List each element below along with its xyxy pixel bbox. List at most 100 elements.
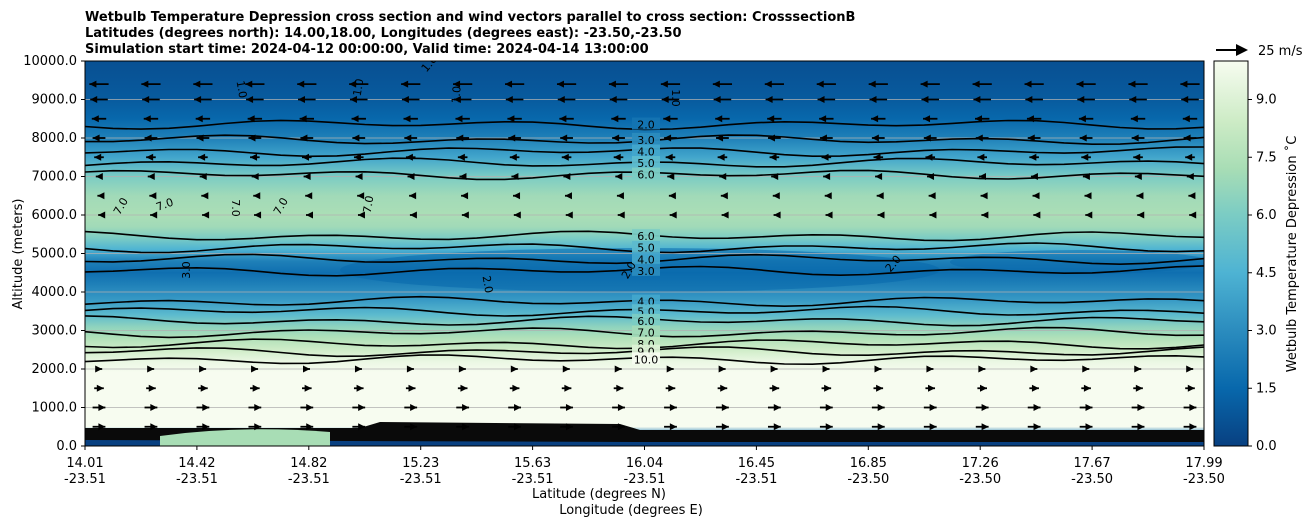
wind-vector-head — [201, 192, 209, 200]
wind-vector-head — [712, 80, 720, 88]
wind-vector-head — [772, 384, 780, 392]
wind-vector-head — [299, 115, 307, 123]
chart-title-line-2: Latitudes (degrees north): 14.00,18.00, … — [85, 26, 682, 41]
wind-vector-head — [874, 365, 882, 373]
wind-vector-head — [720, 384, 728, 392]
x-tick-label-lon: -23.51 — [735, 472, 777, 487]
contour-label: 3.0 — [637, 134, 655, 147]
x-tick-label-lat: 15.63 — [514, 456, 551, 471]
wind-vector-head — [1189, 423, 1197, 431]
wind-vector-head — [202, 423, 210, 431]
wind-vector-head — [92, 134, 100, 142]
wind-vector-head — [410, 404, 418, 411]
wind-vector-head — [765, 96, 773, 103]
x-tick-label-lat: 17.26 — [962, 456, 999, 471]
wind-vector-head — [461, 211, 469, 219]
wind-vector-head — [819, 134, 827, 142]
wind-vector-head — [981, 404, 989, 411]
wind-vector-head — [716, 134, 724, 142]
wind-vector-head — [245, 80, 253, 88]
wind-vector-head — [409, 192, 417, 200]
wind-vector-head — [196, 134, 204, 142]
wind-vector-head — [1129, 96, 1137, 103]
chart-title-line-3: Simulation start time: 2024-04-12 00:00:… — [85, 42, 649, 57]
x-axis-label-longitude: Longitude (degrees E) — [559, 503, 703, 518]
wind-vector-head — [354, 365, 362, 373]
wind-vector-head — [877, 423, 885, 431]
wind-vector-head — [669, 404, 677, 411]
contour-label: 4.0 — [637, 253, 655, 266]
contour-inline-label: 7.0 — [361, 195, 377, 214]
wind-vector-head — [928, 192, 936, 200]
wind-vector-head — [147, 365, 155, 373]
wind-vector-head — [608, 80, 616, 88]
wind-vector-head — [825, 211, 833, 219]
wind-vector-head — [349, 80, 357, 88]
wind-vector-head — [1186, 173, 1194, 180]
wind-vector-head — [146, 153, 154, 161]
x-tick-label-lat: 16.45 — [738, 456, 775, 471]
wind-vector-head — [1025, 96, 1033, 103]
wind-vector-head — [94, 153, 102, 161]
wind-vector-head — [1128, 80, 1136, 88]
wind-vector-head — [615, 173, 623, 180]
wind-vector-head — [1189, 211, 1197, 219]
wind-vector-head — [717, 153, 725, 161]
wind-vector-head — [304, 384, 312, 392]
quiver-key: 25 m/s — [1216, 44, 1303, 59]
wind-vector-head — [1137, 211, 1145, 219]
colorbar-tick-label: 3.0 — [1256, 324, 1277, 339]
wind-vector-head — [98, 211, 106, 219]
wind-vector-head — [357, 192, 365, 200]
wind-vector-head — [772, 192, 780, 200]
wind-vector-head — [871, 115, 879, 123]
wind-vector-head — [1027, 134, 1035, 142]
wind-vector-head — [561, 153, 569, 161]
contour-inline-label: 1.0 — [449, 85, 463, 104]
contour-label-bg — [632, 117, 660, 130]
wind-vector-head — [773, 211, 781, 219]
wind-vector-head — [1135, 384, 1143, 392]
wind-vector-head — [356, 384, 364, 392]
wind-vector-head — [771, 173, 779, 180]
wind-vector-head — [409, 211, 417, 219]
wind-vector-head — [977, 153, 985, 161]
x-tick-label-lat: 17.99 — [1185, 456, 1222, 471]
wind-vector-head — [1033, 404, 1041, 411]
wind-vector-head — [251, 365, 259, 373]
wind-vector-head — [1133, 153, 1141, 161]
wind-vector-head — [147, 173, 155, 180]
wind-vector-head — [405, 153, 413, 161]
wind-vector-head — [410, 423, 418, 431]
wind-vector-head — [1085, 211, 1093, 219]
contour-label-bg — [632, 325, 660, 338]
wind-vector-head — [462, 404, 470, 411]
wind-vector-head — [1186, 365, 1194, 373]
wind-vector-head — [460, 384, 468, 392]
contour-inline-label: 7.0 — [154, 196, 175, 214]
wind-vector-head — [1188, 192, 1196, 200]
wind-vector-head — [458, 365, 466, 373]
wind-vector-head — [923, 134, 931, 142]
wind-vector-head — [453, 96, 461, 103]
y-tick-label: 0.0 — [56, 439, 77, 454]
wind-vector-head — [927, 173, 935, 180]
contour-label: 6.0 — [637, 230, 655, 243]
colorbar-label: Wetbulb Temperature Depression ˚C — [1284, 136, 1300, 373]
x-tick-label-lon: -23.50 — [847, 472, 889, 487]
y-tick-label: 6000.0 — [32, 208, 78, 223]
wind-vector-head — [1077, 96, 1085, 103]
contour-label: 2.0 — [637, 119, 655, 132]
wind-vector-head — [563, 173, 571, 180]
wind-vector-head — [457, 153, 465, 161]
wind-vector-head — [1031, 384, 1039, 392]
y-tick-label: 10000.0 — [23, 54, 77, 69]
contour-label: 4.0 — [637, 145, 655, 158]
wind-vector-head — [926, 365, 934, 373]
wind-vector-head — [929, 404, 937, 411]
colorbar-tick-label: 1.5 — [1256, 381, 1277, 396]
contour-label-bg — [632, 167, 660, 180]
wind-vector-head — [251, 173, 259, 180]
wind-vector-head — [773, 423, 781, 431]
wind-vector-head — [920, 80, 928, 88]
